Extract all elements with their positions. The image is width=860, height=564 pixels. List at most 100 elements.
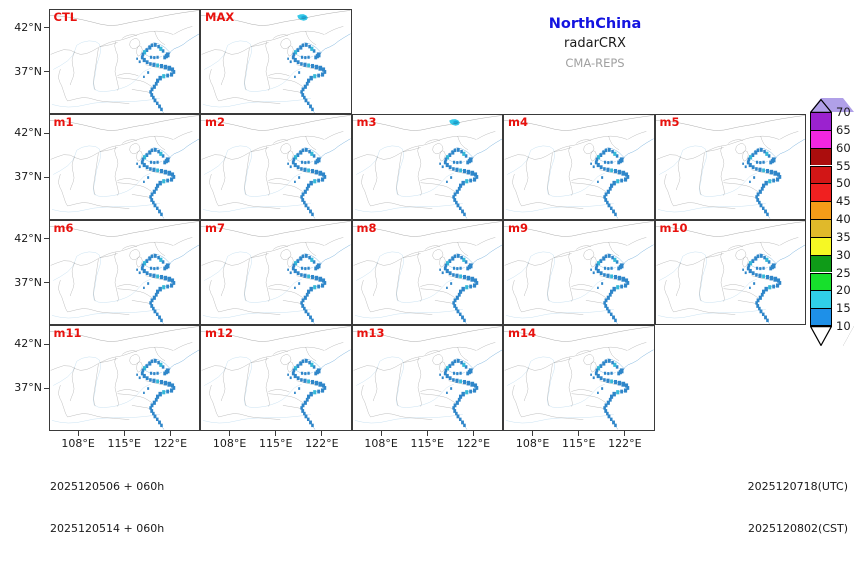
province-boundary — [512, 279, 522, 312]
radar-echo-cell — [294, 155, 298, 160]
radar-echo-cell — [309, 420, 312, 425]
map-canvas — [49, 115, 199, 219]
map-panel-m1[interactable]: m1 — [48, 114, 200, 220]
radar-echo-cell — [617, 160, 621, 165]
yellow-river-line — [658, 251, 757, 303]
x-axis-tick-col1-1 — [275, 430, 277, 436]
radar-echo-cell — [142, 155, 146, 160]
map-panel-m2[interactable]: m2 — [200, 114, 352, 220]
radar-echo-cell — [150, 297, 153, 302]
radar-echo-cell — [464, 365, 467, 369]
radar-echo-cell — [765, 318, 769, 322]
map-panel-ctl[interactable]: CTL — [48, 8, 200, 114]
province-boundary — [57, 385, 68, 418]
province-boundary — [705, 147, 724, 152]
radar-echo-cell — [445, 391, 448, 394]
radar-echo-cell — [158, 362, 162, 367]
radar-echo-cell — [307, 62, 311, 67]
radar-echo-cell — [763, 180, 768, 186]
radar-echo-cell — [301, 192, 305, 197]
radar-echo-cell — [305, 186, 309, 191]
radar-echo-cell — [449, 281, 452, 285]
y-axis-label-row3-1: 37°N — [14, 381, 42, 395]
x-axis-tick-col0-1 — [123, 430, 125, 436]
province-boundary — [521, 307, 553, 312]
radar-echo-cell — [299, 255, 303, 261]
radar-echo-cell — [454, 411, 458, 416]
map-panel-m10[interactable]: m10 — [654, 219, 806, 325]
radar-echo-cell — [452, 303, 456, 308]
radar-echo-cell — [612, 209, 615, 214]
radar-echo-cell — [151, 62, 156, 67]
map-panel-m5[interactable]: m5 — [654, 114, 806, 220]
province-boundary — [154, 347, 165, 362]
province-boundary — [131, 88, 152, 93]
province-boundary — [547, 258, 553, 301]
map-panel-m13[interactable]: m13 — [351, 325, 503, 431]
province-boundary — [114, 357, 119, 407]
radar-echo-cell — [450, 255, 454, 261]
map-panel-m14[interactable]: m14 — [503, 325, 655, 431]
map-panel-m4[interactable]: m4 — [503, 114, 655, 220]
radar-echo-cell — [159, 107, 163, 111]
radar-echo-cell — [309, 75, 313, 80]
radar-echo-cell — [155, 101, 159, 105]
radar-echo-cell — [618, 159, 622, 164]
radar-echo-cell — [443, 160, 447, 165]
radar-echo-cell — [320, 388, 325, 393]
radar-echo-cell — [153, 203, 156, 208]
radar-echo-cell — [607, 161, 610, 165]
radar-echo-cell — [612, 391, 616, 397]
radar-echo-cell — [606, 411, 609, 416]
radar-echo-cell — [303, 84, 307, 89]
map-panel-m8[interactable]: m8 — [351, 219, 503, 325]
province-boundary — [154, 241, 165, 256]
panel-title-m4: m4 — [508, 115, 528, 129]
radar-echo-cell — [603, 167, 606, 171]
province-boundary — [760, 136, 771, 151]
map-panel-m12[interactable]: m12 — [200, 325, 352, 431]
radar-echo-cell — [308, 255, 311, 259]
radar-echo-cell — [590, 162, 592, 165]
radar-echo-cell — [597, 391, 599, 394]
national-border — [352, 115, 502, 131]
province-boundary — [117, 288, 152, 298]
radar-echo-cell — [161, 179, 165, 184]
radar-echo-cell — [155, 273, 159, 278]
province-boundary — [571, 182, 607, 192]
radar-echo-cell — [602, 150, 606, 155]
y-axis-tick-row1-1 — [43, 176, 49, 178]
radar-echo-cell — [454, 306, 458, 310]
map-panel-m7[interactable]: m7 — [200, 219, 352, 325]
radar-echo-cell — [155, 168, 159, 173]
radar-echo-cell — [456, 148, 460, 152]
radar-echo-cell — [757, 200, 761, 205]
radar-echo-cell — [157, 180, 162, 186]
province-boundary — [737, 299, 758, 304]
radar-echo-cell — [310, 151, 314, 156]
radar-echo-cell — [617, 169, 622, 175]
radar-echo-cell — [320, 71, 325, 77]
radar-echo-cell — [474, 386, 478, 390]
map-panel-max[interactable]: MAX — [200, 8, 352, 114]
province-boundary — [131, 299, 152, 304]
radar-echo-cell — [767, 259, 770, 264]
map-panel-m9[interactable]: m9 — [503, 219, 655, 325]
radar-echo-cell — [621, 381, 626, 387]
map-panel-m3[interactable]: m3 — [351, 114, 503, 220]
radar-echo-cell — [293, 57, 297, 62]
map-panel-m6[interactable]: m6 — [48, 219, 200, 325]
radar-echo-cell — [149, 160, 152, 164]
map-panel-m11[interactable]: m11 — [48, 325, 200, 431]
radar-echo-cell — [165, 73, 169, 77]
province-boundary — [419, 389, 441, 393]
radar-echo-cell — [771, 178, 775, 183]
radar-echo-cell — [612, 315, 615, 319]
radar-echo-cell — [154, 292, 158, 297]
province-boundary — [705, 252, 724, 258]
panel-title-max: MAX — [205, 9, 235, 24]
header-variable-label: radarCRX — [564, 36, 626, 51]
south-river-line — [354, 414, 463, 424]
x-axis-tick-col2-0 — [380, 430, 382, 436]
province-boundary — [244, 47, 250, 90]
